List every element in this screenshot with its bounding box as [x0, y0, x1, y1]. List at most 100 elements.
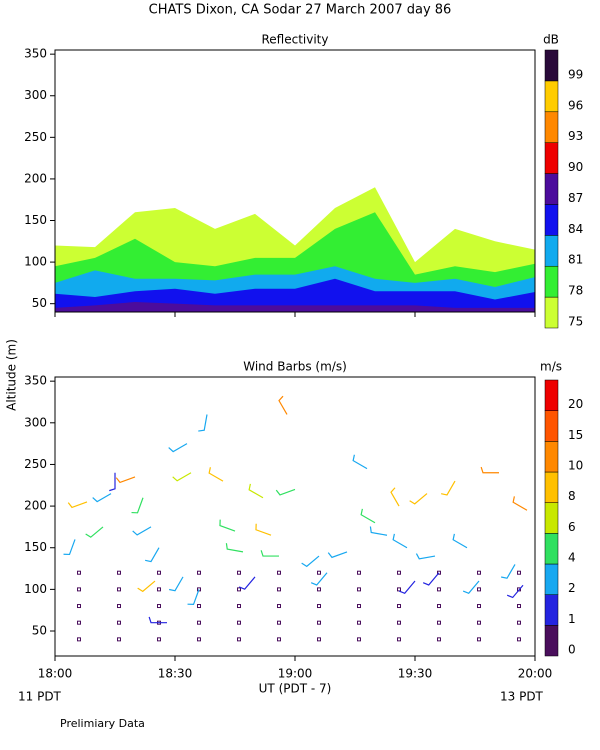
calm-dot [357, 620, 361, 625]
colorbar-label: 87 [568, 191, 583, 205]
calm-dot [477, 620, 481, 625]
wind-barb [85, 526, 104, 538]
calm-dot [237, 587, 241, 592]
colorbar-label: 84 [568, 222, 583, 236]
wind-barb [225, 543, 244, 553]
wind-barb [169, 576, 184, 592]
wind-barb [422, 572, 440, 586]
calm-dot [397, 637, 401, 642]
wind-barb [409, 493, 428, 505]
calm-dot [317, 637, 321, 642]
calm-dot [237, 637, 241, 642]
colorbar-label: 2 [568, 581, 576, 595]
y-tick-label: 150 [24, 213, 47, 227]
calm-dot [277, 570, 281, 575]
calm-dot [517, 637, 521, 642]
calm-dot [77, 620, 81, 625]
x-tick-label: 19:30 [398, 667, 433, 681]
wind-barb [310, 572, 328, 586]
colorbar-title: dB [543, 33, 559, 47]
calm-dot [277, 587, 281, 592]
wind-barb [219, 519, 236, 532]
colorbar-box [544, 471, 559, 503]
colorbar-box [544, 441, 559, 473]
calm-dot [237, 604, 241, 609]
wind-barb [238, 576, 256, 590]
wind-barb [506, 584, 524, 599]
calm-dot [477, 587, 481, 592]
calm-dot [437, 587, 441, 592]
colorbar-label: 6 [568, 520, 576, 534]
x-axis-label: UT (PDT - 7) [259, 682, 332, 696]
calm-dot [117, 604, 121, 609]
calm-dot [357, 604, 361, 609]
calm-dot [77, 604, 81, 609]
wind-barb [327, 551, 348, 559]
y-tick-label: 200 [24, 171, 47, 185]
panel-title: Wind Barbs (m/s) [243, 360, 347, 374]
calm-dot [357, 587, 361, 592]
wind-barb [148, 616, 167, 624]
colorbar-box [544, 563, 559, 595]
calm-dot [437, 604, 441, 609]
wind-barb [187, 589, 200, 606]
wind-barb [392, 533, 408, 549]
calm-dot [277, 604, 281, 609]
calm-dot [197, 604, 201, 609]
calm-dot [77, 587, 81, 592]
calm-dot [77, 637, 81, 642]
calm-dot [157, 604, 161, 609]
colorbar-box [544, 111, 559, 143]
colorbar-title: m/s [540, 360, 562, 374]
y-tick-label: 350 [24, 374, 47, 388]
calm-dot [277, 637, 281, 642]
colorbar-label: 75 [568, 315, 583, 329]
calm-dot [157, 587, 161, 592]
wind-barb [452, 533, 468, 549]
y-tick-label: 250 [24, 457, 47, 471]
calm-dot [277, 620, 281, 625]
wind-barb [352, 454, 368, 470]
wind-barb [255, 523, 272, 536]
calm-dot [517, 620, 521, 625]
calm-dot [117, 570, 121, 575]
wind-barb [248, 483, 264, 499]
y-tick-label: 50 [32, 296, 47, 310]
colorbar-label: 0 [568, 643, 576, 657]
calm-dot [517, 604, 521, 609]
wind-barb [67, 501, 88, 509]
plot-frame [54, 376, 536, 657]
colorbar-label: 10 [568, 459, 583, 473]
x-tick-label: 18:30 [158, 667, 193, 681]
calm-dot [317, 620, 321, 625]
calm-dot [437, 620, 441, 625]
colorbar-label: 4 [568, 551, 576, 565]
wind-barb [260, 550, 279, 557]
calm-dot [477, 637, 481, 642]
y-tick-label: 300 [24, 415, 47, 429]
wind-barb [115, 476, 136, 484]
wind-barb [278, 395, 288, 415]
colorbar-box [544, 142, 559, 174]
colorbar-label: 78 [568, 284, 583, 298]
colorbar-box [544, 265, 559, 298]
colorbar-box [544, 296, 559, 329]
calm-dot [197, 570, 201, 575]
wind-barb [369, 526, 388, 536]
calm-dot [317, 587, 321, 592]
calm-dot [397, 570, 401, 575]
y-tick-label: 100 [24, 582, 47, 596]
wind-barb [137, 580, 156, 593]
y-tick-label: 50 [32, 624, 47, 638]
wind-barb [501, 564, 516, 579]
wind-barb [398, 580, 416, 595]
wind-barb [415, 553, 436, 560]
colorbar-label: 96 [568, 98, 583, 112]
wind-barb [512, 496, 528, 511]
wind-barb [145, 547, 160, 563]
calm-dot [157, 570, 161, 575]
y-tick-label: 300 [24, 88, 47, 102]
calm-dot [157, 637, 161, 642]
colorbar-box [544, 80, 559, 113]
